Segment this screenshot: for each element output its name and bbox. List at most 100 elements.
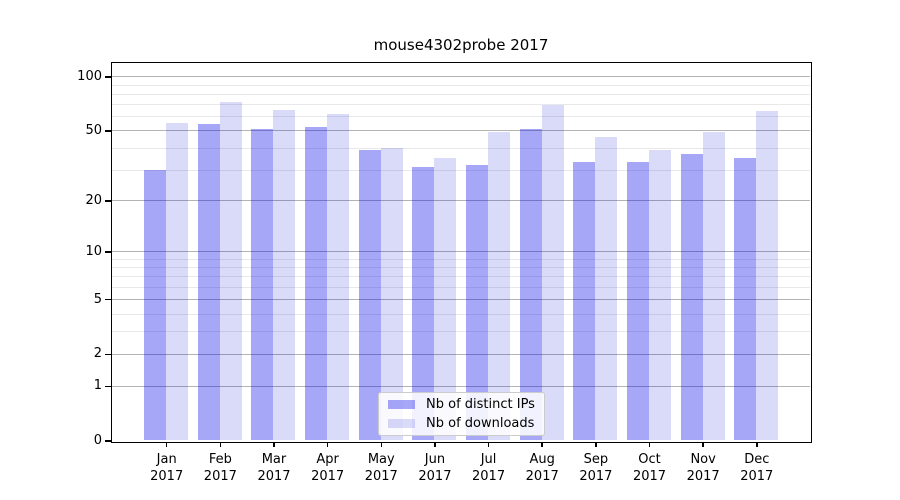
x-tick-mark xyxy=(326,442,329,447)
legend-swatch-downloads xyxy=(388,419,415,428)
bar-ips-jun xyxy=(412,167,435,441)
gridline-minor xyxy=(111,287,810,289)
gridline-major xyxy=(111,385,810,387)
x-tick-month: Jan xyxy=(156,452,177,467)
x-tick-year: 2017 xyxy=(472,468,506,484)
x-tick-label-mar: Mar 2017 xyxy=(246,452,302,485)
x-tick-label-apr: Apr 2017 xyxy=(300,452,356,485)
bar-downloads-feb xyxy=(219,102,242,441)
bar-ips-feb xyxy=(197,124,220,441)
x-tick-month: May xyxy=(367,452,395,467)
bar-ips-dec xyxy=(734,157,757,441)
gridline-minor xyxy=(111,147,810,149)
gridline-minor xyxy=(111,116,810,118)
x-tick-month: Oct xyxy=(638,452,661,467)
x-tick-mark xyxy=(702,442,704,447)
bar-ips-mar xyxy=(251,128,274,441)
bar-downloads-nov xyxy=(702,131,725,441)
bar-downloads-apr xyxy=(327,113,350,441)
gridline-minor xyxy=(111,104,810,106)
x-tick-mark xyxy=(487,442,490,447)
x-tick-year: 2017 xyxy=(364,468,398,484)
gridline-minor xyxy=(111,276,810,278)
x-tick-label-may: May 2017 xyxy=(353,452,409,485)
x-tick-year: 2017 xyxy=(632,468,667,484)
bar-ips-jan xyxy=(144,169,167,441)
x-tick-month: Aug xyxy=(529,452,555,467)
y-tick-label: 100 xyxy=(77,68,102,84)
x-tick-month: Dec xyxy=(744,452,770,467)
y-tick-label: 2 xyxy=(93,346,102,362)
legend-label-distinct-ips: Nb of distinct IPs xyxy=(426,397,535,412)
gridline-major xyxy=(111,299,810,301)
y-tick-mark xyxy=(104,130,111,132)
bar-downloads-oct xyxy=(649,149,671,441)
y-tick-mark xyxy=(104,76,111,78)
bar-ips-sep xyxy=(573,162,596,441)
y-tick-mark xyxy=(104,440,111,442)
gridline-minor xyxy=(111,84,810,86)
x-tick-label-oct: Oct 2017 xyxy=(622,452,678,485)
y-tick-mark xyxy=(104,385,111,388)
y-tick-mark xyxy=(104,298,111,301)
chart-title: mouse4302probe 2017 xyxy=(373,36,549,54)
legend-item-downloads: Nb of downloads xyxy=(388,416,544,431)
x-tick-mark xyxy=(648,442,651,447)
bar-ips-oct xyxy=(627,162,649,441)
x-tick-month: Mar xyxy=(261,452,287,467)
x-tick-month: Sep xyxy=(583,452,609,467)
y-tick-label: 0 xyxy=(93,433,102,448)
x-tick-year: 2017 xyxy=(686,468,720,484)
x-tick-label-aug: Aug 2017 xyxy=(514,452,570,485)
bar-downloads-jul xyxy=(488,131,511,441)
bar-downloads-may xyxy=(380,147,403,441)
bar-downloads-jun xyxy=(434,157,457,441)
x-tick-mark xyxy=(380,442,383,447)
x-tick-month: Feb xyxy=(208,452,232,467)
y-tick-label: 20 xyxy=(85,192,102,208)
plot-area xyxy=(110,61,812,443)
bar-ips-may xyxy=(358,149,381,441)
bar-downloads-sep xyxy=(595,136,618,441)
x-tick-year: 2017 xyxy=(203,468,237,484)
bar-ips-jul xyxy=(466,164,489,441)
bar-downloads-aug xyxy=(541,105,564,441)
bar-ips-nov xyxy=(680,153,703,441)
x-tick-label-sep: Sep 2017 xyxy=(568,452,624,485)
x-tick-year: 2017 xyxy=(150,468,184,484)
x-tick-year: 2017 xyxy=(740,468,774,484)
x-tick-mark xyxy=(756,442,758,447)
legend-label-downloads: Nb of downloads xyxy=(426,416,535,431)
y-tick-label: 10 xyxy=(85,243,102,259)
x-tick-month: Jun xyxy=(424,452,446,467)
legend-item-distinct-ips: Nb of distinct IPs xyxy=(388,397,544,412)
x-tick-year: 2017 xyxy=(525,468,559,484)
gridline-minor xyxy=(111,258,810,260)
x-tick-mark xyxy=(165,442,168,447)
gridline-minor xyxy=(111,267,810,269)
x-tick-year: 2017 xyxy=(418,468,452,484)
bar-ips-apr xyxy=(305,127,328,441)
x-tick-mark xyxy=(434,442,436,447)
x-tick-mark xyxy=(541,442,543,447)
gridline-minor xyxy=(111,313,810,315)
x-tick-mark xyxy=(273,442,275,447)
x-tick-label-nov: Nov 2017 xyxy=(675,452,731,485)
x-tick-mark xyxy=(595,442,597,447)
y-tick-label: 5 xyxy=(93,291,102,307)
x-tick-year: 2017 xyxy=(579,468,613,484)
bar-downloads-jan xyxy=(166,123,189,441)
x-tick-label-dec: Dec 2017 xyxy=(729,452,785,485)
x-tick-label-jul: Jul 2017 xyxy=(461,452,517,485)
y-tick-label: 50 xyxy=(85,122,102,138)
x-tick-label-jan: Jan 2017 xyxy=(139,452,195,485)
x-tick-year: 2017 xyxy=(257,468,291,484)
legend: Nb of distinct IPs Nb of downloads xyxy=(378,392,545,436)
y-tick-mark xyxy=(104,353,111,356)
x-tick-month: Nov xyxy=(690,452,716,467)
x-tick-label-feb: Feb 2017 xyxy=(192,452,248,485)
y-tick-mark xyxy=(104,200,111,202)
bar-ips-aug xyxy=(519,128,542,441)
bar-downloads-mar xyxy=(273,110,296,441)
